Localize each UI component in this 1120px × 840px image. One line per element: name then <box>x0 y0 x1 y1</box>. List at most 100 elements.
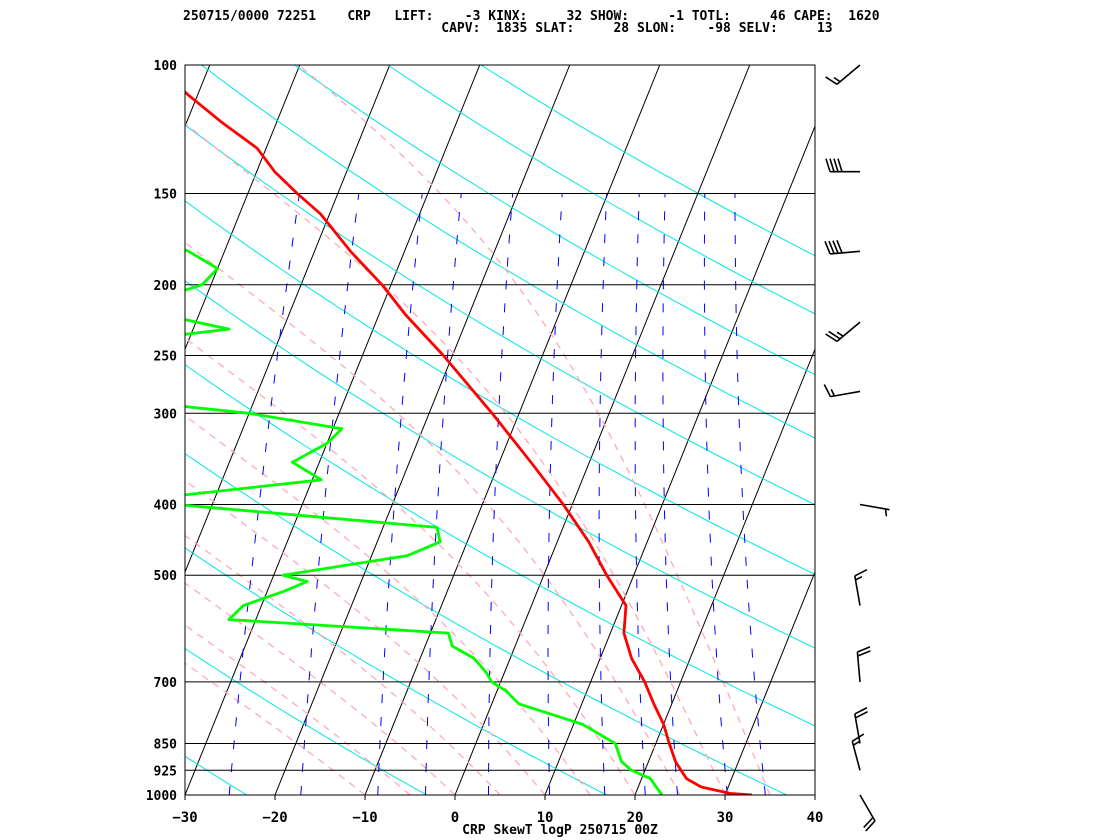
pressure-labels: 100 150 200 250 300 400 500 700 850 925 1000 <box>146 59 177 804</box>
header-line-2: CAPV: 1835 SLAT: 28 SLON: -98 SELV: 13 <box>183 21 833 36</box>
barb-half-flag <box>852 740 860 746</box>
dry-adiabat <box>0 65 67 795</box>
barb-half-flag <box>830 389 836 397</box>
dry-adiabat <box>185 755 247 795</box>
wind-barb <box>823 384 861 398</box>
barb-flag <box>824 241 831 255</box>
moist-adiabat <box>185 624 411 795</box>
moist-adiabat <box>185 479 546 795</box>
pressure-label: 500 <box>154 569 178 584</box>
barb-flag <box>855 710 868 719</box>
wind-barb <box>854 707 868 744</box>
isotherm <box>454 65 751 795</box>
dry-adiabat <box>185 547 607 795</box>
dewpoint-line <box>185 248 664 795</box>
isotherm <box>724 570 815 795</box>
wind-barb <box>824 240 861 255</box>
barb-flag <box>823 384 832 397</box>
temperature-label: 40 <box>807 810 824 826</box>
wind-barb <box>825 64 861 85</box>
mixing-ratio-line <box>377 193 423 795</box>
barb-flag <box>825 333 838 343</box>
dry-adiabat <box>185 124 815 506</box>
barb-staff <box>859 503 890 511</box>
mixing-ratio-line <box>634 193 646 795</box>
temperature-line <box>185 90 753 795</box>
barb-flag <box>851 733 865 742</box>
mixing-ratio-line <box>547 193 563 795</box>
barb-staff <box>830 250 861 255</box>
mixing-ratio-line <box>228 193 300 795</box>
barb-flag <box>825 76 838 85</box>
barb-flag <box>854 707 868 715</box>
temperature-labels: −30 −20 −10 0 10 20 30 40 <box>172 795 823 826</box>
barb-half-flag <box>855 575 863 581</box>
mixing-ratio-line <box>424 193 462 795</box>
barb-flag <box>865 820 876 832</box>
isotherm <box>185 65 301 351</box>
temperature-label: −30 <box>172 810 197 826</box>
temperature-label: 30 <box>717 810 734 826</box>
wind-barb <box>851 733 865 771</box>
chart-title: CRP SkewT logP 250715 00Z <box>462 823 658 838</box>
barb-flag <box>832 240 839 254</box>
pressure-label: 200 <box>154 279 178 294</box>
barb-flag <box>854 569 868 577</box>
pressure-label: 100 <box>154 59 178 74</box>
barb-staff <box>851 741 861 771</box>
isotherm <box>0 65 30 795</box>
moist-adiabat <box>185 415 591 795</box>
barb-flag <box>828 330 841 340</box>
moist-adiabat <box>298 65 771 795</box>
pressure-label: 300 <box>154 407 178 422</box>
dry-adiabat <box>480 65 815 257</box>
isotherm <box>274 65 571 795</box>
isotherm <box>634 347 815 795</box>
header-line-1: 250715/0000 72251 CRP LIFT: -3 KINX: 32 … <box>183 9 880 24</box>
sounding-header: 250715/0000 72251 CRP LIFT: -3 KINX: 32 … <box>0 0 1120 44</box>
wind-barb <box>859 794 876 832</box>
barb-flag <box>825 158 831 172</box>
mixing-ratio-line <box>598 193 608 795</box>
mixing-ratio-line <box>662 193 678 795</box>
profiles <box>185 90 753 795</box>
pressure-label: 700 <box>154 676 178 691</box>
barb-staff <box>854 575 861 606</box>
wind-barb <box>859 503 890 517</box>
barb-flag <box>857 650 871 657</box>
pressure-label: 150 <box>154 188 178 203</box>
isotherm <box>364 65 661 795</box>
barb-half-flag <box>884 508 888 517</box>
barb-half-flag <box>833 76 841 83</box>
mixing-ratio-line <box>734 193 766 795</box>
wind-barb <box>825 321 861 343</box>
barb-flag <box>828 240 835 254</box>
barb-flag <box>829 158 835 172</box>
barb-staff <box>854 713 861 744</box>
barb-flag <box>836 240 843 254</box>
isotherm <box>544 124 815 795</box>
dry-adiabat <box>294 65 815 376</box>
temperature-label: 10 <box>537 810 554 826</box>
dry-adiabat <box>185 647 427 795</box>
temperature-label: 0 <box>451 810 459 826</box>
isotherm <box>185 65 211 128</box>
barb-flag <box>833 158 839 172</box>
temperature-label: −10 <box>352 810 377 826</box>
mixing-ratio-line <box>300 193 360 795</box>
moist-adiabat <box>185 582 456 795</box>
temperature-label: 20 <box>627 810 644 826</box>
wind-barb <box>825 158 860 173</box>
barb-staff <box>856 651 861 682</box>
barb-staff <box>830 390 861 398</box>
isotherm <box>0 65 120 795</box>
barb-flag <box>837 158 843 172</box>
pressure-label: 850 <box>154 737 178 752</box>
isotherm <box>185 65 481 795</box>
pressure-label: 1000 <box>146 789 177 804</box>
barb-staff <box>836 321 861 342</box>
wind-barb <box>856 646 871 682</box>
barb-flag <box>857 646 871 653</box>
wind-barbs <box>823 64 890 832</box>
